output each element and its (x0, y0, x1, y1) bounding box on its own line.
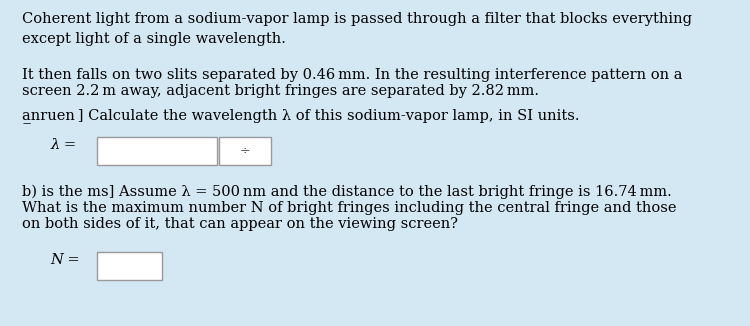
Text: screen 2.2 m away, adjacent bright fringes are separated by 2.82 mm.: screen 2.2 m away, adjacent bright fring… (22, 84, 539, 98)
Bar (97, 137, 217, 165)
Bar (219, 137, 271, 165)
Text: Coherent light from a sodium-vapor lamp is passed through a filter that blocks e: Coherent light from a sodium-vapor lamp … (22, 12, 692, 46)
Text: It then falls on two slits separated by 0.46 mm. In the resulting interference p: It then falls on two slits separated by … (22, 68, 682, 82)
Text: What is the maximum number N of bright fringes including the central fringe and : What is the maximum number N of bright f… (22, 201, 676, 215)
Bar (97, 252, 162, 280)
Text: b) is the ms] Assume λ = 500 nm and the distance to the last bright fringe is 16: b) is the ms] Assume λ = 500 nm and the … (22, 185, 672, 200)
Text: on both sides of it, that can appear on the viewing screen?: on both sides of it, that can appear on … (22, 217, 458, 231)
Text: a̲̲nruen ] Calculate the wavelength λ of this sodium-vapor lamp, in SI units.: a̲̲nruen ] Calculate the wavelength λ of… (22, 108, 580, 123)
Text: ÷: ÷ (240, 144, 250, 157)
Text: λ =: λ = (50, 138, 76, 152)
Text: N =: N = (50, 253, 80, 267)
